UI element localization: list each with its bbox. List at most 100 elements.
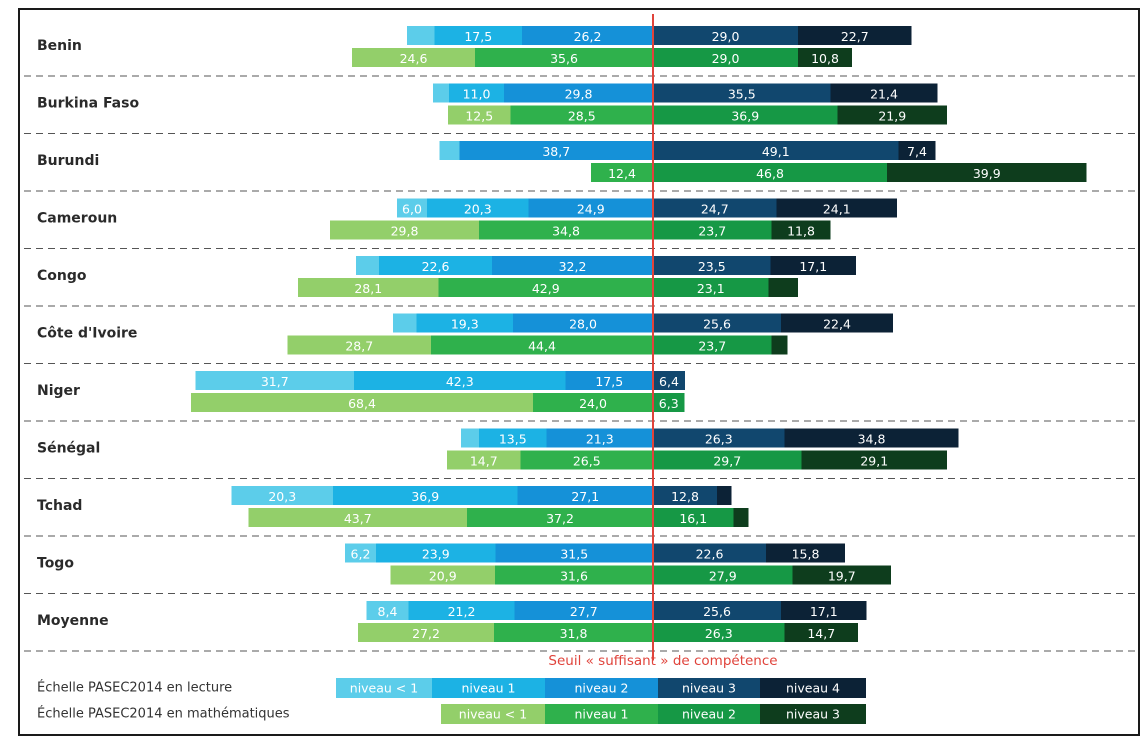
reading-bar-niger-0 xyxy=(195,371,354,390)
reading-bar-cameroun-3 xyxy=(653,198,777,218)
math-bar-tchad-3 xyxy=(733,508,749,527)
math-value-moyenne-2: 26,3 xyxy=(705,626,733,641)
legend-swatch-math-1 xyxy=(545,704,658,724)
legend-level-reading-0: niveau < 1 xyxy=(350,681,418,696)
reading-bar-cameroun-0 xyxy=(397,198,427,218)
legend-level-math-1: niveau 1 xyxy=(575,707,629,722)
reading-value-cameroun-0: 6,0 xyxy=(402,202,422,217)
math-bar-moyenne-0 xyxy=(358,623,494,642)
legend-swatch-reading-2 xyxy=(545,678,658,698)
reading-value-congo-1: 22,6 xyxy=(422,259,450,274)
reading-bar-togo-1 xyxy=(376,543,496,563)
legend-swatch-reading-1 xyxy=(432,678,545,698)
country-label-burundi: Burundi xyxy=(37,153,99,169)
math-bar-niger-1 xyxy=(533,393,653,412)
math-value-s-n-gal-0: 14,7 xyxy=(470,454,498,469)
reading-value-burkina-faso-4: 21,4 xyxy=(870,87,898,102)
math-value-cameroun-0: 29,8 xyxy=(391,224,419,239)
math-bar-tchad-1 xyxy=(467,508,653,527)
math-bar-congo-2 xyxy=(653,278,769,297)
math-value-niger-2: 6,3 xyxy=(659,396,679,411)
math-bar-s-n-gal-1 xyxy=(520,450,653,470)
reading-bar-congo-3 xyxy=(653,256,771,275)
reading-bar-congo-4 xyxy=(770,256,856,275)
reading-value-s-n-gal-3: 26,3 xyxy=(705,432,733,447)
reading-value-niger-0: 31,7 xyxy=(261,374,289,389)
math-value-benin-2: 29,0 xyxy=(712,51,740,66)
math-value-tchad-0: 43,7 xyxy=(344,511,372,526)
legend-level-math-3: niveau 3 xyxy=(786,707,840,722)
reading-bar-congo-1 xyxy=(379,256,492,275)
reading-bar-cameroun-2 xyxy=(528,198,653,218)
math-value-congo-1: 42,9 xyxy=(532,281,560,296)
math-bar-burundi-2 xyxy=(653,163,887,182)
reading-bar-benin-0 xyxy=(407,26,435,45)
country-label-s-n-gal: Sénégal xyxy=(37,441,100,457)
legend-level-reading-3: niveau 3 xyxy=(682,681,736,696)
reading-value-cameroun-2: 24,9 xyxy=(577,202,605,217)
legend-level-reading-1: niveau 1 xyxy=(462,681,516,696)
math-bar-congo-0 xyxy=(298,278,439,297)
reading-bar-s-n-gal-3 xyxy=(653,428,785,448)
reading-bar-togo-2 xyxy=(495,543,653,563)
reading-bar-moyenne-4 xyxy=(781,601,867,620)
reading-value-benin-4: 22,7 xyxy=(841,29,869,44)
reading-bar-burundi-4 xyxy=(898,141,936,160)
legend-label-reading: Échelle PASEC2014 en lecture xyxy=(37,680,232,696)
math-value-benin-3: 10,8 xyxy=(811,51,839,66)
reading-value-cameroun-3: 24,7 xyxy=(701,202,729,217)
math-value-c-te-d-ivoire-0: 28,7 xyxy=(345,339,373,354)
reading-bar-burkina-faso-3 xyxy=(653,83,831,103)
legend-swatch-math-0 xyxy=(441,704,545,724)
reading-value-niger-2: 17,5 xyxy=(595,374,623,389)
reading-value-burkina-faso-1: 11,0 xyxy=(463,87,491,102)
math-bar-benin-1 xyxy=(475,48,653,67)
reading-bar-tchad-1 xyxy=(333,486,518,505)
math-value-tchad-2: 16,1 xyxy=(679,511,707,526)
math-bar-moyenne-1 xyxy=(494,623,653,642)
math-bar-benin-3 xyxy=(798,48,852,67)
reading-bar-benin-1 xyxy=(434,26,522,45)
reading-value-niger-1: 42,3 xyxy=(446,374,474,389)
reading-value-moyenne-1: 21,2 xyxy=(448,604,476,619)
math-bar-togo-3 xyxy=(792,565,891,585)
math-value-cameroun-2: 23,7 xyxy=(698,224,726,239)
math-bar-niger-0 xyxy=(191,393,533,412)
math-value-togo-2: 27,9 xyxy=(709,569,737,584)
math-value-togo-0: 20,9 xyxy=(429,569,457,584)
reading-value-moyenne-3: 25,6 xyxy=(703,604,731,619)
reading-bar-s-n-gal-4 xyxy=(784,428,959,448)
legend-swatch-reading-4 xyxy=(760,678,866,698)
math-value-togo-3: 19,7 xyxy=(828,569,856,584)
reading-value-niger-3: 6,4 xyxy=(659,374,679,389)
reading-value-moyenne-2: 27,7 xyxy=(570,604,598,619)
reading-value-burkina-faso-3: 35,5 xyxy=(728,87,756,102)
reading-value-tchad-3: 12,8 xyxy=(671,489,699,504)
math-bar-cameroun-1 xyxy=(479,220,653,240)
reading-value-togo-4: 15,8 xyxy=(792,547,820,562)
legend-swatch-reading-0 xyxy=(336,678,432,698)
math-bar-c-te-d-ivoire-3 xyxy=(771,335,788,355)
reading-bar-tchad-0 xyxy=(231,486,333,505)
country-label-benin: Benin xyxy=(37,38,82,54)
reading-bar-burundi-2 xyxy=(459,141,653,160)
math-value-burundi-1: 12,4 xyxy=(608,166,636,181)
math-value-burkina-faso-2: 36,9 xyxy=(731,109,759,124)
math-bar-c-te-d-ivoire-0 xyxy=(287,335,431,355)
math-bar-s-n-gal-3 xyxy=(801,450,947,470)
reading-bar-cameroun-4 xyxy=(776,198,897,218)
reading-bar-benin-2 xyxy=(522,26,653,45)
reading-bar-benin-4 xyxy=(798,26,912,45)
reading-bar-burundi-3 xyxy=(653,141,899,160)
reading-value-congo-2: 32,2 xyxy=(559,259,587,274)
reading-bar-c-te-d-ivoire-3 xyxy=(653,313,781,333)
reading-bar-burkina-faso-4 xyxy=(830,83,938,103)
math-bar-moyenne-3 xyxy=(784,623,858,642)
legend-level-math-2: niveau 2 xyxy=(682,707,736,722)
reading-value-c-te-d-ivoire-2: 28,0 xyxy=(569,317,597,332)
math-bar-cameroun-3 xyxy=(771,220,831,240)
math-value-burkina-faso-3: 21,9 xyxy=(878,109,906,124)
math-bar-benin-0 xyxy=(352,48,475,67)
reading-bar-s-n-gal-2 xyxy=(546,428,653,448)
reading-bar-moyenne-3 xyxy=(653,601,781,620)
